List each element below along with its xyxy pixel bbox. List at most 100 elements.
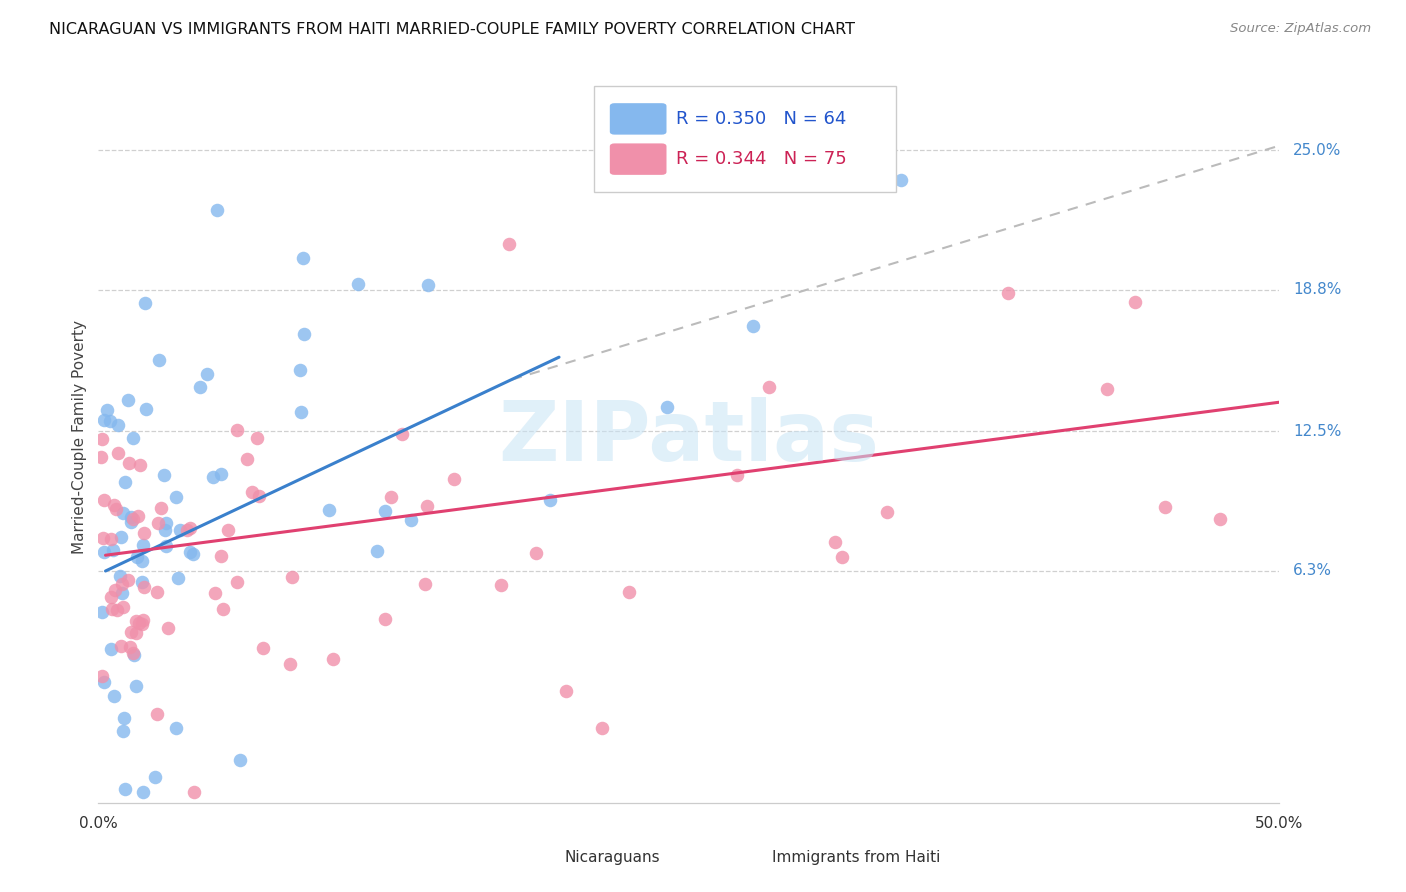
Point [125, 679, 148, 693]
FancyBboxPatch shape [610, 103, 666, 135]
Point [100, 642, 122, 657]
Point [93, 531, 115, 545]
Point [226, 575, 249, 590]
Point [252, 640, 274, 655]
Point [134, 580, 156, 594]
Point [554, 683, 576, 698]
Point [655, 400, 678, 414]
Point [117, 392, 139, 407]
Point [98, 414, 121, 428]
Point [131, 554, 153, 568]
Point [246, 431, 269, 445]
Point [150, 501, 173, 516]
Point [96, 403, 118, 417]
Point [131, 574, 153, 589]
Point [278, 657, 301, 671]
Point [145, 706, 167, 721]
Text: 6.3%: 6.3% [1294, 564, 1333, 579]
Point [155, 540, 177, 554]
Point [127, 509, 149, 524]
Point [169, 524, 191, 538]
Point [134, 296, 156, 310]
Point [107, 446, 129, 460]
Point [212, 601, 235, 615]
Point [104, 582, 127, 597]
Point [114, 475, 136, 489]
Point [725, 467, 748, 482]
Point [93, 493, 115, 508]
Text: 25.0%: 25.0% [1294, 143, 1341, 158]
Point [247, 489, 270, 503]
Point [100, 532, 122, 546]
Text: R = 0.344   N = 75: R = 0.344 N = 75 [676, 150, 846, 168]
Point [125, 626, 148, 640]
Point [188, 380, 211, 394]
Point [538, 493, 561, 508]
Point [318, 502, 340, 516]
Text: NICARAGUAN VS IMMIGRANTS FROM HAITI MARRIED-COUPLE FAMILY POVERTY CORRELATION CH: NICARAGUAN VS IMMIGRANTS FROM HAITI MARR… [49, 22, 855, 37]
Point [118, 456, 141, 470]
Point [831, 549, 853, 564]
Point [135, 402, 157, 417]
Point [157, 621, 180, 635]
Point [110, 639, 132, 653]
Point [125, 550, 148, 565]
Point [132, 538, 155, 552]
Point [209, 549, 232, 563]
FancyBboxPatch shape [515, 847, 557, 868]
Point [415, 577, 437, 591]
Point [183, 784, 205, 798]
Point [131, 784, 153, 798]
Point [124, 648, 146, 662]
Point [204, 586, 226, 600]
Text: R = 0.350   N = 64: R = 0.350 N = 64 [676, 110, 846, 128]
Point [292, 327, 315, 342]
Point [399, 513, 422, 527]
Point [179, 521, 201, 535]
Point [146, 516, 169, 530]
Point [346, 277, 368, 291]
Point [322, 652, 344, 666]
Point [209, 467, 232, 481]
Point [217, 523, 239, 537]
Point [749, 175, 772, 189]
Point [201, 469, 224, 483]
Point [489, 578, 512, 592]
Point [112, 711, 135, 725]
Text: Source: ZipAtlas.com: Source: ZipAtlas.com [1230, 22, 1371, 36]
Y-axis label: Married-Couple Family Poverty: Married-Couple Family Poverty [72, 320, 87, 554]
Point [165, 491, 187, 505]
Point [131, 616, 153, 631]
Point [103, 498, 125, 512]
Point [291, 251, 314, 265]
Point [498, 236, 520, 251]
FancyBboxPatch shape [721, 847, 763, 868]
Point [124, 615, 146, 629]
Point [591, 721, 613, 735]
Point [152, 468, 174, 483]
Point [93, 413, 115, 427]
Point [997, 285, 1019, 300]
FancyBboxPatch shape [610, 144, 666, 175]
Point [1209, 512, 1232, 526]
Text: Immigrants from Haiti: Immigrants from Haiti [772, 850, 941, 865]
Text: ZIPatlas: ZIPatlas [499, 397, 879, 477]
Text: 12.5%: 12.5% [1294, 424, 1341, 439]
Point [380, 490, 402, 504]
Point [132, 613, 155, 627]
Point [1097, 383, 1119, 397]
Point [418, 277, 440, 292]
Point [236, 451, 259, 466]
Point [105, 501, 128, 516]
Point [155, 516, 177, 531]
Point [122, 431, 145, 445]
Point [111, 585, 134, 599]
Point [165, 722, 187, 736]
Point [179, 544, 201, 558]
Point [741, 318, 763, 333]
Point [101, 602, 124, 616]
Point [619, 584, 641, 599]
Point [374, 612, 396, 626]
Point [391, 427, 413, 442]
Point [91, 432, 114, 446]
